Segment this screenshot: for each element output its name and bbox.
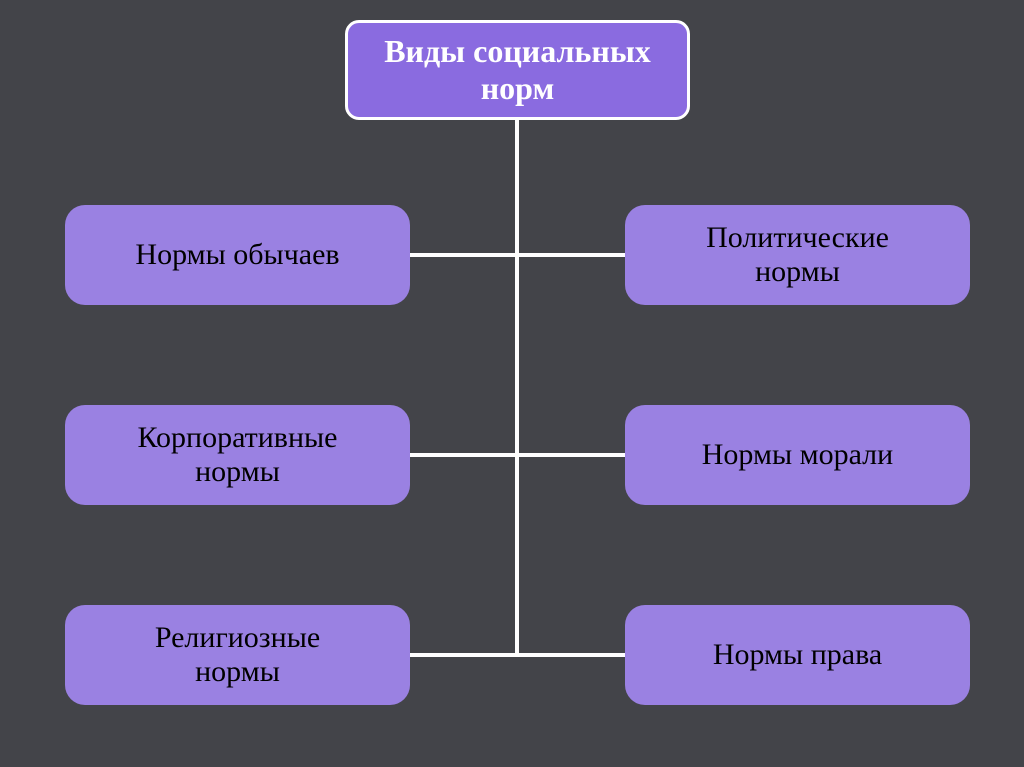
child-label-line1: Нормы морали [702,438,893,473]
root-node: Виды социальныхнорм [345,20,690,120]
child-label-line2: нормы [706,255,889,290]
child-label: Нормы обычаев [135,238,339,273]
child-label-line1: Религиозные [155,621,320,656]
child-label-line1: Политические [706,221,889,256]
child-label-line1: Нормы обычаев [135,238,339,273]
child-label: Нормы морали [702,438,893,473]
diagram-canvas: Виды социальныхнорм Нормы обычаев Политиче… [0,0,1024,767]
child-node-left-1: Корпоративныенормы [65,405,410,505]
child-label: Корпоративныенормы [138,421,338,490]
root-label-word2: социальных [465,33,651,69]
child-label-line1: Нормы права [713,638,882,673]
child-label: Религиозныенормы [155,621,320,690]
child-node-left-2: Религиозныенормы [65,605,410,705]
child-node-right-2: Нормы права [625,605,970,705]
child-label-line2: нормы [155,655,320,690]
child-node-right-0: Политическиенормы [625,205,970,305]
child-label-line2: нормы [138,455,338,490]
child-node-right-1: Нормы морали [625,405,970,505]
child-label: Политическиенормы [706,221,889,290]
root-label-word3: норм [481,70,555,106]
child-label: Нормы права [713,638,882,673]
child-node-left-0: Нормы обычаев [65,205,410,305]
child-label-line1: Корпоративные [138,421,338,456]
root-label-word1: Виды [384,33,465,69]
root-label: Виды социальныхнорм [384,33,651,107]
nodes-layer: Виды социальныхнорм Нормы обычаев Политиче… [0,0,1024,767]
